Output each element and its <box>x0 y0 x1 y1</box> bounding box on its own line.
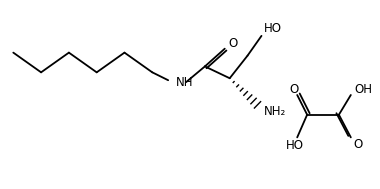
Text: HO: HO <box>286 139 304 152</box>
Text: O: O <box>354 138 363 151</box>
Text: O: O <box>290 83 299 96</box>
Text: NH: NH <box>176 76 193 89</box>
Text: HO: HO <box>263 22 282 36</box>
Text: NH₂: NH₂ <box>263 105 286 118</box>
Text: OH: OH <box>355 83 373 96</box>
Text: O: O <box>229 37 238 50</box>
